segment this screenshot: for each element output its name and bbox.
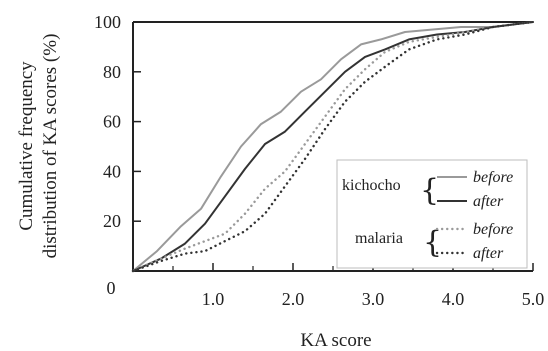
- legend-label-kichocho-before: before: [473, 169, 513, 186]
- series-line-kichocho-after: [132, 21, 534, 272]
- legend-group-label-kichocho: kichocho: [342, 177, 401, 194]
- x-tick-label: 2.0: [282, 289, 305, 309]
- series-line-kichocho-before: [132, 21, 534, 272]
- x-axis-title: KA score: [300, 330, 371, 351]
- legend-brace-malaria: {: [423, 225, 442, 260]
- x-tick-label: 1.0: [202, 289, 225, 309]
- x-tick-label: 4.0: [442, 289, 465, 309]
- legend-label-kichocho-after: after: [473, 193, 504, 210]
- y-axis-title-line2: distribution of KA scores (%): [40, 34, 61, 259]
- x-tick-label: 0: [107, 278, 116, 298]
- y-tick-label: 20: [103, 211, 121, 231]
- legend-brace-kichocho: {: [420, 173, 439, 208]
- series-lines: [131, 20, 535, 273]
- legend-label-malaria-before: before: [473, 221, 513, 238]
- y-tick-label: 60: [103, 112, 121, 132]
- y-tick-label: 40: [103, 161, 121, 181]
- x-tick-label: 5.0: [522, 289, 545, 309]
- legend-group-label-malaria: malaria: [355, 230, 403, 247]
- y-tick-label: 100: [94, 12, 121, 32]
- x-tick-label: 3.0: [362, 289, 385, 309]
- legend-box: [336, 159, 528, 269]
- series-line-malaria-before: [131, 20, 535, 273]
- y-axis-title-line1: Cumulative frequency: [16, 61, 37, 231]
- series-line-malaria-after: [131, 20, 535, 273]
- legend: kichocho { malaria { before after before after: [336, 159, 528, 269]
- y-tick-label: 80: [103, 62, 121, 82]
- legend-label-malaria-after: after: [473, 245, 504, 262]
